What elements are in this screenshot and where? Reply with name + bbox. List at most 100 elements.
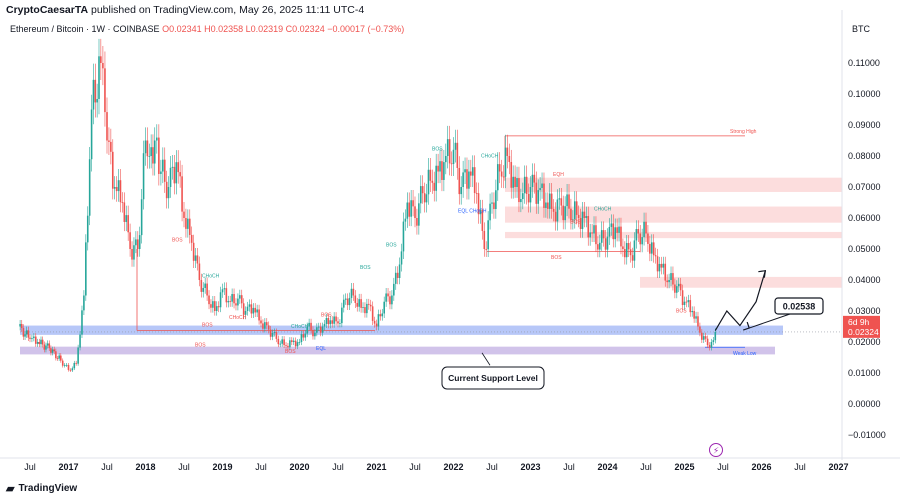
candle-body <box>275 332 278 339</box>
x-tick-label: Jul <box>24 462 36 472</box>
candle-body <box>410 200 412 217</box>
candle-body <box>53 349 55 352</box>
candle-body <box>364 307 366 314</box>
candle-body <box>485 249 488 250</box>
candle-body <box>685 301 688 303</box>
candle-body <box>342 299 345 308</box>
candle-body <box>85 242 87 296</box>
candle-body <box>108 140 110 142</box>
y-tick-label: 0.04000 <box>848 275 881 285</box>
candle-body <box>294 340 297 347</box>
candle-body <box>679 283 682 291</box>
candle-body <box>214 301 216 311</box>
candle-body <box>131 249 133 260</box>
candle-body <box>38 342 41 345</box>
candle-body <box>693 311 695 319</box>
candle-body <box>697 316 699 327</box>
candle-body <box>702 336 705 340</box>
candle-body <box>527 193 530 203</box>
candle-body <box>94 79 97 103</box>
candle-body <box>404 218 407 222</box>
candle-body <box>50 348 52 353</box>
candle-body <box>163 159 166 182</box>
candle-body <box>421 186 424 194</box>
lightning-glyph: ⚡ <box>713 447 719 457</box>
candle-body <box>33 336 35 339</box>
candle-body <box>554 211 557 222</box>
candle-body <box>470 171 472 176</box>
candle-body <box>418 203 420 226</box>
candle-body <box>625 243 628 258</box>
candle-body <box>645 221 647 234</box>
candle-body <box>450 163 453 165</box>
y-tick-label: 0.11000 <box>848 58 880 68</box>
candle-body <box>566 194 568 207</box>
candle-body <box>479 209 482 215</box>
candle-body <box>535 182 538 204</box>
bos-label: BOS <box>172 237 183 243</box>
currency-label: BTC <box>852 24 870 34</box>
candle-body <box>394 272 397 284</box>
candle-body <box>670 273 672 280</box>
candle-body <box>63 365 66 366</box>
x-tick-label: Jul <box>332 462 344 472</box>
candle-body <box>371 306 374 321</box>
publisher-line: CryptoCaesarTA published on TradingView.… <box>6 4 364 16</box>
candle-body <box>591 232 593 234</box>
symbol-legend[interactable]: Ethereum / Bitcoin · 1W · COINBASE O0.02… <box>10 24 404 34</box>
candle-body <box>514 176 516 187</box>
candle-body <box>135 239 137 246</box>
candle-body <box>177 162 180 173</box>
candle-body <box>58 355 60 359</box>
x-tick-label: Jul <box>563 462 575 472</box>
y-tick-label: 0.05000 <box>848 244 881 254</box>
candle-body <box>75 362 77 364</box>
candle-body <box>45 345 47 350</box>
x-tick-label: 2024 <box>597 462 617 472</box>
candle-body <box>481 209 484 231</box>
candle-body <box>668 280 670 283</box>
candle-body <box>600 230 603 243</box>
candle-body <box>543 183 545 208</box>
candle-body <box>464 169 466 173</box>
candle-body <box>173 166 176 184</box>
candle-body <box>562 205 565 221</box>
candle-body <box>198 263 201 280</box>
candle-body <box>240 295 243 304</box>
candle-body <box>231 294 233 302</box>
choch-label: CHoCH <box>202 274 220 280</box>
candle-body <box>110 141 112 152</box>
candle-body <box>104 68 106 113</box>
candle-body <box>194 255 197 261</box>
candle-body <box>344 298 347 300</box>
zone-rect <box>505 177 842 192</box>
tradingview-logo[interactable]: ▰ TradingView <box>6 482 77 495</box>
candle-body <box>125 215 128 222</box>
candle-body <box>48 343 51 349</box>
candle-body <box>289 340 291 348</box>
bos-label: BOS <box>551 255 562 261</box>
candle-body <box>427 169 430 195</box>
candle-body <box>83 295 85 311</box>
strong-high-label: Strong High <box>730 129 757 135</box>
candle-body <box>292 340 295 342</box>
candle-body <box>487 220 489 250</box>
zone-rect <box>20 346 775 355</box>
bos-label: BOS <box>195 343 206 349</box>
candle-body <box>687 300 690 303</box>
candle-body <box>577 214 580 219</box>
candle-body <box>327 318 330 325</box>
candle-body <box>683 301 686 306</box>
candle-body <box>599 242 601 250</box>
publisher-name[interactable]: CryptoCaesarTA <box>6 4 89 16</box>
x-tick-label: 2026 <box>751 462 771 472</box>
candle-body <box>188 218 191 235</box>
candle-body <box>129 232 131 249</box>
candle-body <box>516 178 518 187</box>
candle-body <box>416 218 418 226</box>
candle-body <box>229 301 231 302</box>
candle-body <box>167 187 170 199</box>
candle-body <box>522 193 524 200</box>
candle-body <box>398 264 401 278</box>
